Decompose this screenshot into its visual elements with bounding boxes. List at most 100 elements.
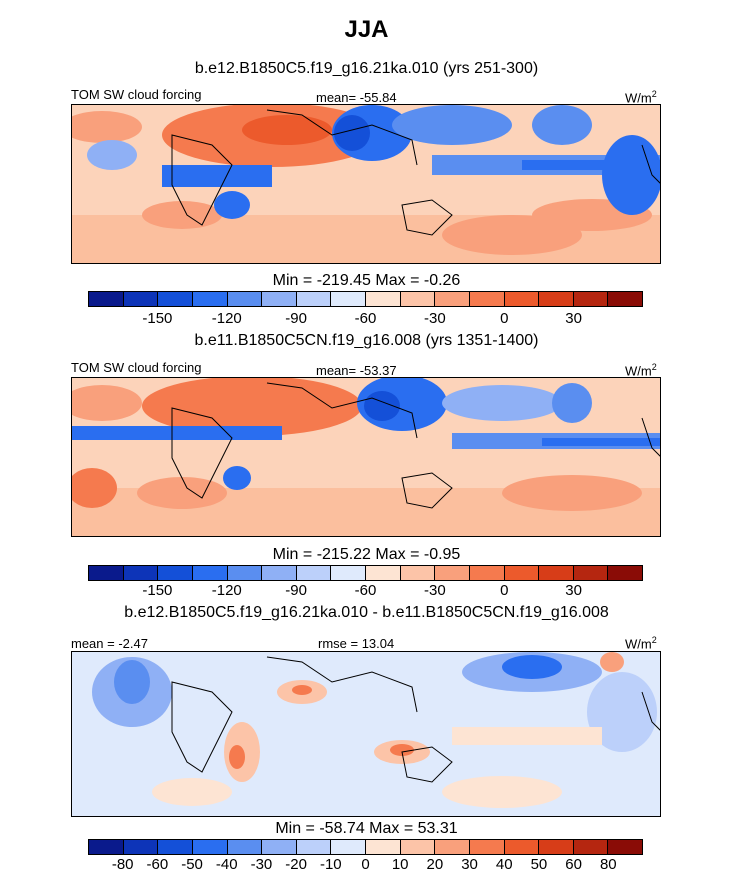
- colorbar-2-swatch: [158, 566, 193, 580]
- colorbar-2-swatch: [123, 566, 159, 580]
- colorbar-1-tick-label: -120: [211, 310, 242, 327]
- colorbar-1-ticks: -150 -120 -90 -60 -30 0 30: [88, 310, 643, 328]
- colorbar-3-swatch: [123, 840, 159, 854]
- colorbar-1-swatch: [400, 292, 436, 306]
- colorbar-2-swatch: [400, 566, 436, 580]
- colorbar-2-ticks: -150 -120 -90 -60 -30 0 30: [88, 582, 643, 600]
- colorbar-3-swatch: [89, 840, 124, 854]
- colorbar-1-swatch: [573, 292, 609, 306]
- colorbar-1-tick-label: -30: [424, 310, 446, 327]
- colorbar-3-swatch: [227, 840, 263, 854]
- colorbar-2-tick-label: -90: [285, 582, 307, 599]
- colorbar-1-tick-label: 0: [500, 310, 509, 327]
- colorbar-3-swatch: [400, 840, 436, 854]
- colorbar-3-tick-label: 10: [391, 856, 409, 873]
- panel1-left-label: TOM SW cloud forcing: [71, 87, 202, 102]
- panel2-minmax: Min = -215.22 Max = -0.95: [272, 546, 461, 563]
- colorbar-1-swatch: [192, 292, 228, 306]
- colorbar-2-swatch: [539, 566, 574, 580]
- season-title: JJA: [344, 16, 389, 43]
- colorbar-1-tick-label: -150: [142, 310, 173, 327]
- colorbar-1-swatch: [296, 292, 332, 306]
- colorbar-2-swatch: [366, 566, 401, 580]
- panel3-minmax: Min = -58.74 Max = 53.31: [275, 820, 458, 837]
- colorbar-2-swatch: [262, 566, 297, 580]
- colorbar-2-tick-label: -30: [424, 582, 446, 599]
- colorbar-1-swatch: [366, 292, 401, 306]
- colorbar-1-swatch: [227, 292, 263, 306]
- colorbar-1-swatch: [469, 292, 505, 306]
- panel1-minmax: Min = -219.45 Max = -0.26: [272, 272, 461, 289]
- colorbar-1-swatch: [123, 292, 159, 306]
- panel2-title: b.e11.B1850C5CN.f19_g16.008 (yrs 1351-14…: [194, 332, 539, 349]
- colorbar-3-swatch: [158, 840, 193, 854]
- colorbar-2-swatch: [89, 566, 124, 580]
- colorbar-1-swatch: [504, 292, 540, 306]
- colorbar-3-tick-label: -40: [215, 856, 238, 873]
- panel1-mean-label: mean= -55.84: [316, 90, 397, 105]
- colorbar-3-tick-label: -50: [181, 856, 203, 873]
- colorbar-3-tick-label: 30: [461, 856, 478, 873]
- colorbar-1: [88, 291, 643, 307]
- colorbar-2-swatch: [504, 566, 540, 580]
- colorbar-3-tick-label: 0: [361, 856, 370, 873]
- colorbar-3-tick-label: -30: [250, 856, 273, 873]
- colorbar-2: [88, 565, 643, 581]
- colorbar-2-swatch: [469, 566, 505, 580]
- colorbar-3-tick-label: 20: [426, 856, 444, 873]
- colorbar-3-swatch: [192, 840, 228, 854]
- panel1-map: [71, 104, 661, 264]
- colorbar-3-tick-label: -20: [285, 856, 307, 873]
- colorbar-3-tick-label: 40: [495, 856, 513, 873]
- panel2-units: W/m2: [625, 362, 657, 379]
- colorbar-3-swatch: [539, 840, 574, 854]
- colorbar-3-tick-label: 80: [599, 856, 617, 873]
- colorbar-3-swatch: [435, 840, 470, 854]
- colorbar-2-swatch: [331, 566, 366, 580]
- panel1-title: b.e12.B1850C5.f19_g16.21ka.010 (yrs 251-…: [194, 60, 539, 77]
- colorbar-2-tick-label: -60: [354, 582, 377, 599]
- colorbar-2-tick-label: 30: [565, 582, 582, 599]
- panel3-map: [71, 651, 661, 817]
- colorbar-1-swatch: [608, 292, 642, 306]
- colorbar-1-swatch: [158, 292, 193, 306]
- colorbar-3: [88, 839, 643, 855]
- colorbar-3-swatch: [504, 840, 540, 854]
- colorbar-3-swatch: [608, 840, 642, 854]
- panel3-rmse-label: rmse = 13.04: [318, 636, 395, 651]
- colorbar-3-swatch: [262, 840, 297, 854]
- colorbar-2-swatch: [573, 566, 609, 580]
- panel1-units: W/m2: [625, 89, 657, 106]
- panel3-units: W/m2: [625, 635, 657, 652]
- colorbar-1-swatch: [89, 292, 124, 306]
- colorbar-3-swatch: [469, 840, 505, 854]
- colorbar-3-swatch: [296, 840, 332, 854]
- panel2-mean-label: mean= -53.37: [316, 363, 397, 378]
- colorbar-2-swatch: [435, 566, 470, 580]
- panel2-left-label: TOM SW cloud forcing: [71, 360, 202, 375]
- colorbar-3-tick-label: -10: [319, 856, 342, 873]
- colorbar-3-tick-label: 50: [530, 856, 548, 873]
- colorbar-1-swatch: [331, 292, 366, 306]
- panel3-mean-label: mean = -2.47: [71, 636, 148, 651]
- colorbar-2-swatch: [608, 566, 642, 580]
- colorbar-1-tick-label: -60: [354, 310, 377, 327]
- colorbar-3-swatch: [331, 840, 366, 854]
- colorbar-3-tick-label: -60: [146, 856, 169, 873]
- panel3-title: b.e12.B1850C5.f19_g16.21ka.010 - b.e11.B…: [124, 604, 609, 621]
- panel2-map: [71, 377, 661, 537]
- colorbar-1-swatch: [539, 292, 574, 306]
- colorbar-3-swatch: [366, 840, 401, 854]
- colorbar-2-tick-label: -150: [142, 582, 173, 599]
- colorbar-3-tick-label: 60: [565, 856, 582, 873]
- colorbar-1-tick-label: 30: [565, 310, 582, 327]
- colorbar-2-tick-label: -120: [211, 582, 242, 599]
- colorbar-3-ticks: -80 -60 -50 -40 -30 -20 -10 0 10 20 30 40 50 60 80: [88, 856, 643, 874]
- colorbar-2-swatch: [227, 566, 263, 580]
- colorbar-3-tick-label: -80: [111, 856, 134, 873]
- colorbar-1-swatch: [435, 292, 470, 306]
- colorbar-1-tick-label: -90: [285, 310, 307, 327]
- colorbar-2-swatch: [192, 566, 228, 580]
- colorbar-2-tick-label: 0: [500, 582, 509, 599]
- colorbar-1-swatch: [262, 292, 297, 306]
